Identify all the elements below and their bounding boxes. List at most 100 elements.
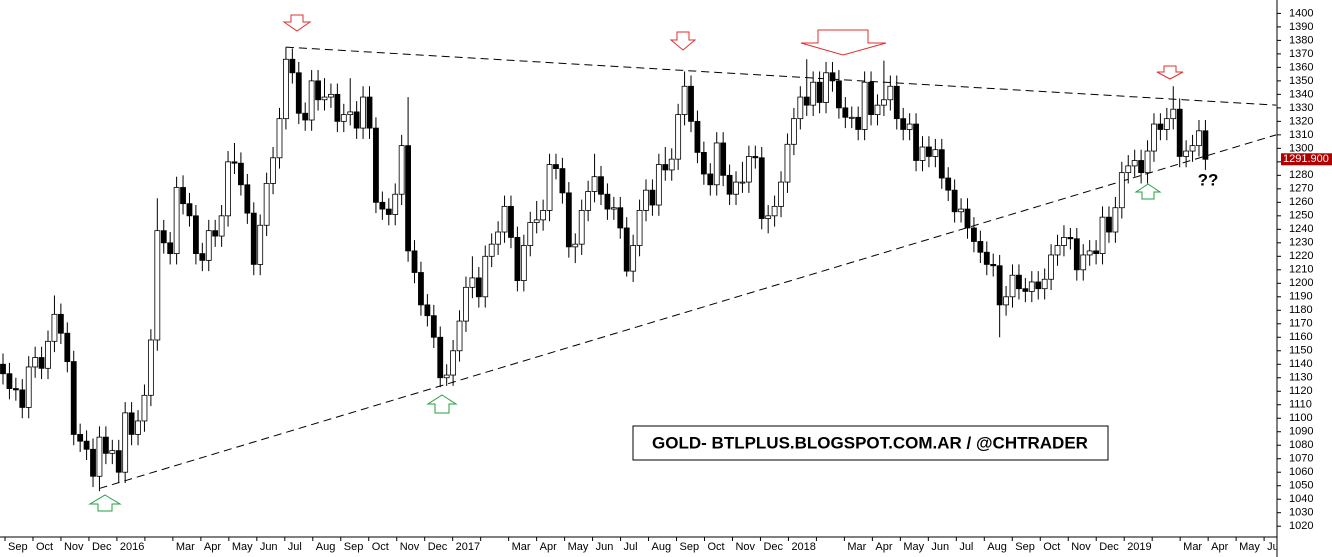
last-price-tag xyxy=(1281,153,1332,166)
candle-body xyxy=(707,173,714,186)
candle-body xyxy=(199,253,206,261)
candle-body xyxy=(1138,160,1145,174)
y-tick-label: 1190 xyxy=(1289,291,1313,303)
y-tick-label: 1170 xyxy=(1289,318,1313,330)
y-tick-label: 1140 xyxy=(1289,358,1313,370)
candle-body xyxy=(681,85,688,116)
x-tick-label: Mar xyxy=(512,541,531,553)
candle-body xyxy=(765,215,772,219)
candle-body xyxy=(321,96,328,101)
candle-body xyxy=(855,116,862,130)
candle-body xyxy=(173,187,180,255)
down-arrow xyxy=(1156,65,1184,80)
candle-body xyxy=(1086,250,1093,256)
candle-body xyxy=(810,81,817,106)
candle-body xyxy=(289,58,296,74)
y-tick-label: 1310 xyxy=(1289,129,1313,141)
y-tick-label: 1030 xyxy=(1289,507,1313,519)
x-tick-label: Sep xyxy=(1015,541,1035,553)
candle-body xyxy=(38,357,45,369)
candle-body xyxy=(231,161,238,164)
candle-body xyxy=(508,205,514,238)
candle-body xyxy=(694,120,701,153)
x-tick-label: May xyxy=(903,541,924,553)
candle-body xyxy=(598,176,604,195)
candle-body xyxy=(160,230,167,244)
candle-body xyxy=(463,286,469,322)
chart-title: GOLD- BTLPLUS.BLOGSPOT.COM.AR / @CHTRADE… xyxy=(652,433,1088,452)
candle-body xyxy=(990,264,997,267)
candle-body xyxy=(964,208,971,229)
candle-body xyxy=(0,363,6,375)
x-tick-label: Jul xyxy=(624,541,638,553)
candle-body xyxy=(392,193,399,215)
candle-body xyxy=(90,448,96,477)
last-price-label: 1291.900 xyxy=(1283,153,1329,165)
candle-body xyxy=(520,245,527,281)
candle-body xyxy=(19,389,26,408)
candle-body xyxy=(604,193,611,210)
candle-body xyxy=(257,224,264,265)
candle-body xyxy=(64,332,71,362)
y-tick-label: 1120 xyxy=(1289,385,1313,397)
x-tick-label: 2017 xyxy=(456,541,480,553)
x-tick-label: Apr xyxy=(875,541,892,553)
candle-body xyxy=(83,440,90,450)
candle-body xyxy=(482,255,489,298)
candle-body xyxy=(147,339,154,396)
candle-body xyxy=(1125,165,1132,174)
candle-body xyxy=(758,157,765,219)
x-tick-label: Jun xyxy=(931,541,949,553)
y-tick-label: 1240 xyxy=(1289,223,1313,235)
y-tick-label: 1050 xyxy=(1289,480,1313,492)
candle-body xyxy=(938,149,945,179)
candle-body xyxy=(430,315,437,338)
candle-body xyxy=(1048,254,1054,280)
candle-body xyxy=(437,336,444,379)
candle-body xyxy=(829,72,836,82)
candle-body xyxy=(167,242,174,255)
candle-body xyxy=(424,304,431,317)
candle-body xyxy=(135,420,141,435)
candle-body xyxy=(655,164,662,206)
candle-body xyxy=(128,412,135,435)
candle-body xyxy=(649,189,656,206)
candle-body xyxy=(836,80,842,109)
candle-body xyxy=(450,350,457,376)
candle-body xyxy=(102,436,109,454)
candle-body xyxy=(700,151,707,175)
candle-body xyxy=(122,412,129,473)
candle-body xyxy=(270,157,276,184)
candle-body xyxy=(96,436,103,477)
candle-body xyxy=(456,320,463,352)
x-tick-label: Sep xyxy=(344,541,364,553)
candle-body xyxy=(141,394,148,422)
candle-body xyxy=(225,161,231,217)
candle-body xyxy=(469,277,476,288)
candle-body xyxy=(540,210,547,221)
candle-body xyxy=(630,245,637,272)
candle-body xyxy=(250,212,257,265)
candle-body xyxy=(501,205,508,233)
candle-body xyxy=(720,142,727,176)
x-tick-label: Dec xyxy=(763,541,783,553)
candle-body xyxy=(385,208,392,215)
x-tick-label: May xyxy=(232,541,253,553)
candle-body xyxy=(623,227,630,272)
y-tick-label: 1330 xyxy=(1289,102,1313,114)
x-tick-label: 2019 xyxy=(1127,541,1151,553)
y-tick-label: 1370 xyxy=(1289,48,1313,60)
candle-body xyxy=(848,116,855,119)
candle-body xyxy=(713,142,720,186)
down-arrow xyxy=(669,31,697,51)
x-tick-label: May xyxy=(568,541,589,553)
x-tick-label: 2018 xyxy=(791,541,815,553)
title-box xyxy=(632,425,1109,461)
y-tick-label: 1160 xyxy=(1289,331,1313,343)
candle-body xyxy=(1202,130,1209,160)
x-tick-label: Oct xyxy=(372,541,389,553)
candle-body xyxy=(334,93,341,122)
candle-body xyxy=(366,96,373,129)
